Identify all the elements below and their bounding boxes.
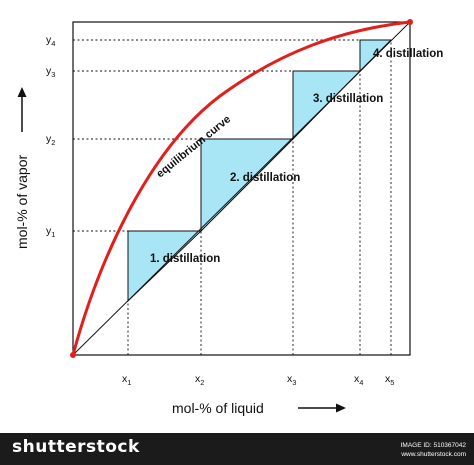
image-id: IMAGE ID: 510367042 <box>400 442 466 449</box>
step-1-triangle <box>127 230 203 303</box>
x-tick-2: x2 <box>195 373 204 387</box>
equilibrium-curve <box>71 20 411 356</box>
x-tick-4: x4 <box>354 373 363 387</box>
x-tick-3: x3 <box>287 373 296 387</box>
step-4-label: 4. distillation <box>373 48 443 60</box>
x-axis-title: mol-% of liquid <box>172 400 264 416</box>
x-tick-5: x5 <box>385 373 394 387</box>
step-2-triangle <box>200 138 295 233</box>
y-tick-3: y3 <box>46 65 55 79</box>
x-tick-1: x1 <box>122 373 131 387</box>
y-axis-arrow-icon <box>17 87 27 132</box>
guide-lines <box>73 39 392 355</box>
y-tick-2: y2 <box>46 133 55 147</box>
site-url: www.shutterstock.com <box>401 451 466 458</box>
mccabe-thiele-diagram: equilibrium curve 1. distillation 2. dis… <box>14 19 443 416</box>
y-tick-1: y1 <box>46 225 55 239</box>
y-axis-title: mol-% of vapor <box>14 155 30 249</box>
x-axis-arrow-icon <box>298 403 346 413</box>
diagonal-line <box>72 21 411 356</box>
step-3-label: 3. distillation <box>313 93 383 105</box>
y-tick-4: y4 <box>46 34 55 48</box>
step-2-label: 2. distillation <box>230 172 300 184</box>
curve-end-dot <box>407 19 413 25</box>
stock-footer-bar: shutterstock IMAGE ID: 510367042 www.shu… <box>0 433 474 465</box>
step-1-label: 1. distillation <box>150 253 220 265</box>
plot-frame <box>72 21 411 356</box>
brand-logo: shutterstock <box>12 437 140 457</box>
curve-start-dot <box>70 352 76 358</box>
